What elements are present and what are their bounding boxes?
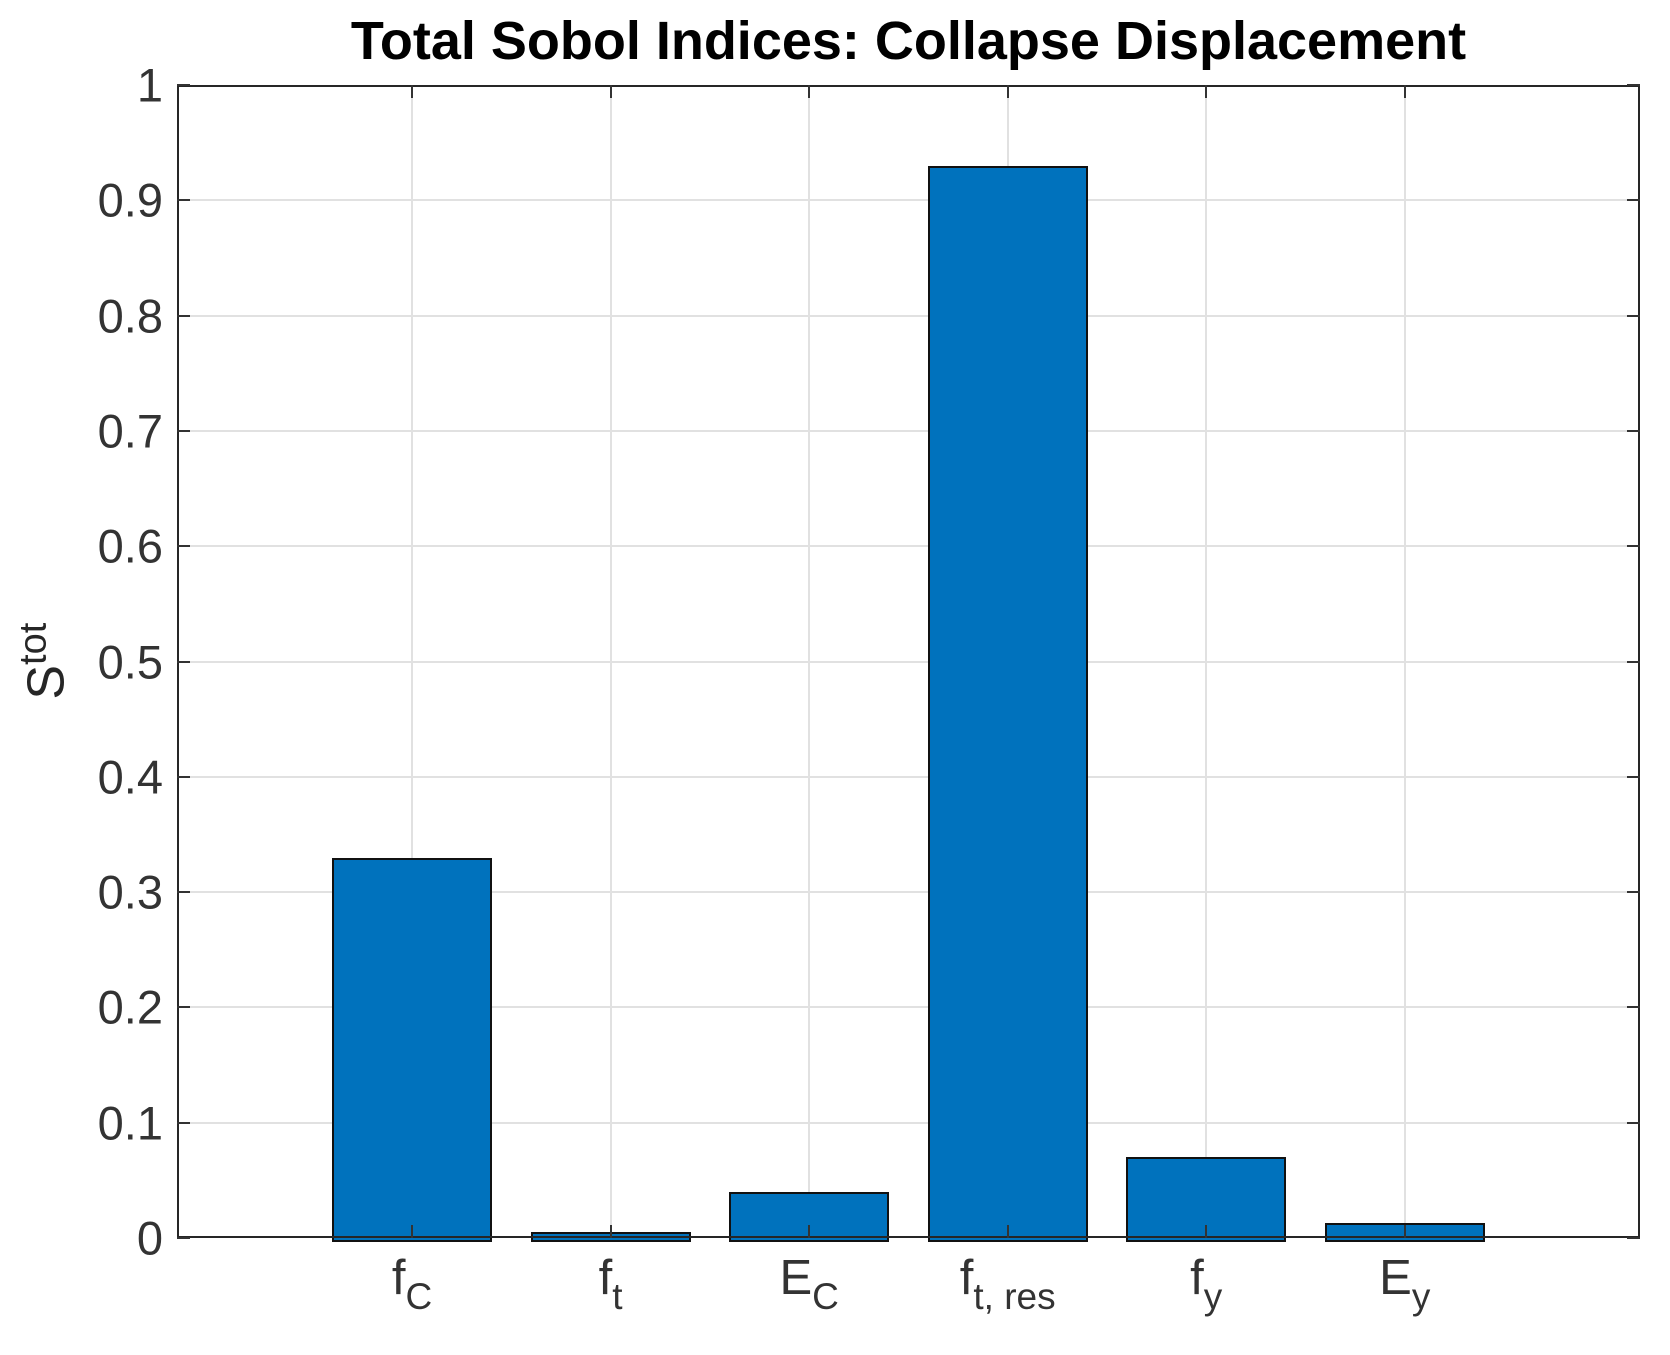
x-tick-label-subscript: t [612, 1276, 623, 1317]
y-tick-left [177, 1237, 190, 1239]
y-tick-label: 0.4 [97, 750, 163, 804]
y-tick-right [1627, 891, 1640, 894]
x-tick-label: fC [392, 1250, 432, 1318]
y-tick-label: 0.5 [97, 635, 163, 688]
y-tick-label: 0.6 [97, 519, 163, 573]
x-tick-label-base: f [391, 1251, 406, 1305]
y-tick-left [177, 199, 190, 202]
x-tick-bottom [1403, 1225, 1406, 1238]
x-tick-label-subscript: t, res [973, 1276, 1056, 1317]
x-tick-label-subscript: C [812, 1276, 839, 1317]
y-tick-left [177, 545, 190, 548]
y-tick-left [177, 660, 190, 663]
x-tick-label-subscript: C [405, 1276, 433, 1317]
x-tick-label: Ey [1379, 1250, 1430, 1318]
vertical-gridline [1403, 85, 1406, 1238]
y-tick-right [1627, 775, 1640, 778]
x-tick-label-base: E [779, 1251, 813, 1305]
y-tick-right [1627, 1006, 1640, 1009]
x-tick-label-base: E [1379, 1251, 1412, 1305]
y-tick-left [177, 775, 190, 778]
x-tick-label: fy [1190, 1250, 1222, 1318]
vertical-gridline [808, 85, 811, 1238]
bar-0 [332, 857, 493, 1242]
y-tick-label: 0 [136, 1211, 163, 1265]
y-tick-left [177, 1006, 190, 1009]
y-tick-right [1627, 660, 1640, 663]
vertical-gridline [411, 85, 414, 1238]
x-tick-top [411, 85, 414, 98]
x-tick-top [1403, 85, 1406, 98]
x-tick-bottom [1006, 1225, 1009, 1238]
x-tick-label-base: f [1190, 1251, 1204, 1305]
y-tick-right [1627, 199, 1640, 202]
y-tick-left [177, 1121, 190, 1124]
vertical-gridline [609, 85, 612, 1238]
x-tick-top [1205, 85, 1208, 98]
vertical-gridline [1205, 85, 1208, 1238]
x-tick-label: EC [779, 1250, 838, 1318]
y-tick-left [177, 429, 190, 432]
horizontal-gridline [177, 775, 1640, 778]
y-tick-left [177, 891, 190, 894]
x-tick-top [1006, 85, 1009, 98]
horizontal-gridline [177, 545, 1640, 548]
plot-area [177, 84, 1640, 1242]
x-tick-label-base: f [959, 1251, 974, 1305]
horizontal-gridline [177, 660, 1640, 663]
horizontal-gridline [177, 1121, 1640, 1124]
x-tick-bottom [808, 1225, 811, 1238]
x-tick-bottom [411, 1225, 414, 1238]
y-tick-left [177, 84, 190, 86]
x-tick-label-base: f [598, 1251, 613, 1305]
y-tick-right [1627, 84, 1640, 86]
horizontal-gridline [177, 429, 1640, 432]
y-tick-label: 1 [136, 58, 163, 112]
y-tick-left [177, 314, 190, 317]
x-tick-label-subscript: y [1203, 1276, 1223, 1317]
horizontal-gridline [177, 199, 1640, 202]
y-tick-label: 0.2 [97, 980, 163, 1034]
y-tick-label: 0.7 [97, 404, 163, 458]
y-tick-right [1627, 314, 1640, 317]
x-tick-label-subscript: y [1411, 1276, 1431, 1317]
chart-title: Total Sobol Indices: Collapse Displaceme… [350, 11, 1467, 71]
x-tick-top [808, 85, 811, 98]
x-tick-labels: fC ft EC ft, res fy Ey [177, 1250, 1640, 1350]
y-tick-label: 0.9 [97, 173, 163, 227]
y-tick-labels: 0 0.1 0.2 0.3 0.4 0.5 0.6 0.7 0.8 0.9 1 [0, 59, 163, 1265]
y-tick-right [1627, 429, 1640, 432]
x-tick-top [609, 85, 612, 98]
bar-3 [927, 165, 1088, 1242]
x-tick-bottom [1205, 1225, 1208, 1238]
y-tick-right [1627, 545, 1640, 548]
x-tick-label: ft [599, 1250, 623, 1318]
horizontal-gridline [177, 1006, 1640, 1009]
x-tick-bottom [609, 1225, 612, 1238]
x-tick-label: ft, res [960, 1250, 1056, 1318]
y-tick-label: 0.8 [97, 289, 163, 343]
y-tick-label: 0.3 [97, 865, 163, 919]
horizontal-gridline [177, 891, 1640, 894]
y-tick-right [1627, 1237, 1640, 1239]
y-tick-label: 0.1 [97, 1096, 163, 1150]
horizontal-gridline [177, 314, 1640, 317]
y-tick-right [1627, 1121, 1640, 1124]
